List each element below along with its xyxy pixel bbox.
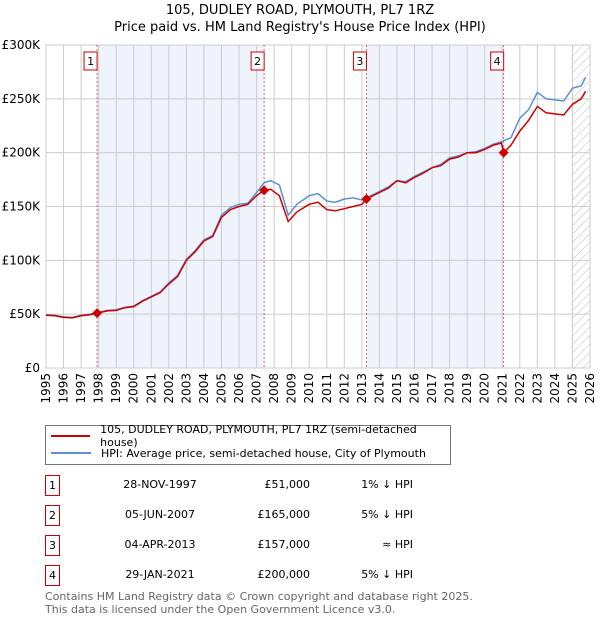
x-tick-label: 2015	[390, 373, 404, 404]
x-tick-label: 1995	[39, 373, 53, 404]
x-tick-label: 2002	[162, 373, 176, 404]
y-tick-label: £50K	[9, 307, 41, 321]
legend-swatch-blue	[51, 452, 91, 454]
x-tick-label: 2021	[495, 373, 509, 404]
y-tick-label: £250K	[2, 92, 42, 106]
x-tick-label: 2012	[337, 373, 351, 404]
sale-date: 05-JUN-2007	[124, 508, 196, 521]
legend-item-property: 105, DUDLEY ROAD, PLYMOUTH, PL7 1RZ (sem…	[51, 423, 450, 449]
x-tick-label: 2011	[320, 373, 334, 404]
sale-point	[361, 193, 372, 204]
legend-label: HPI: Average price, semi-detached house,…	[101, 446, 426, 460]
sale-label: 1	[87, 55, 94, 68]
y-tick-label: £300K	[2, 38, 42, 52]
x-tick-label: 2016	[408, 373, 422, 404]
sale-point	[92, 308, 103, 319]
sale-hpi: ≈ HPI	[382, 538, 413, 551]
sale-date: 28-NOV-1997	[123, 478, 197, 491]
legend-swatch-red	[51, 435, 91, 437]
sale-label-box	[83, 51, 98, 71]
sale-label: 3	[356, 55, 363, 68]
legend-label: 105, DUDLEY ROAD, PLYMOUTH, PL7 1RZ (sem…	[100, 423, 417, 449]
sale-hpi: 5% ↓ HPI	[361, 508, 413, 521]
x-tick-label: 2020	[478, 373, 492, 404]
sale-price: £157,000	[257, 538, 311, 551]
sale-price: £165,000	[257, 508, 311, 521]
x-tick-label: 2025	[565, 373, 579, 404]
x-tick-label: 2014	[372, 373, 386, 404]
sale-price: £51,000	[264, 478, 311, 491]
legend-item-hpi: HPI: Average price, semi-detached house,…	[51, 445, 426, 461]
sale-point	[259, 185, 270, 196]
x-tick-label: 2001	[144, 373, 158, 404]
x-tick-label: 1999	[109, 373, 123, 404]
y-tick-label: £200K	[2, 146, 42, 160]
sale-label: 2	[254, 55, 261, 68]
x-tick-label: 2024	[548, 373, 562, 404]
chart-plot: 1995 1996 1997 1998 1999 2000 2001 2002 2003 2004…	[2, 38, 597, 404]
x-tick-label: 2019	[460, 373, 474, 404]
y-tick-label: £150K	[2, 200, 42, 214]
x-tick-label: 2005	[214, 373, 228, 404]
plot-frame	[45, 44, 591, 369]
table-row: 4 29-JAN-2021 £200,000 5% ↓ HPI	[45, 565, 445, 586]
sale-hpi: 1% ↓ HPI	[361, 478, 413, 491]
footer-licence: This data is licensed under the Open Gov…	[45, 603, 396, 616]
x-tick-label: 1997	[74, 373, 88, 404]
x-tick-label: 2003	[179, 373, 193, 404]
table-row: 3 04-APR-2013 £157,000 ≈ HPI	[45, 535, 445, 556]
legend: 105, DUDLEY ROAD, PLYMOUTH, PL7 1RZ (sem…	[45, 423, 451, 465]
x-tick-label: 1998	[92, 373, 106, 404]
x-tick-label: 2006	[232, 373, 246, 404]
sale-number: 4	[45, 565, 60, 586]
x-tick-label: 2026	[583, 373, 597, 404]
x-tick-label: 2023	[530, 373, 544, 404]
sale-point	[498, 147, 509, 158]
x-tick-label: 2018	[443, 373, 457, 404]
x-tick-label: 2007	[250, 373, 264, 404]
x-tick-label: 2004	[197, 373, 211, 404]
x-tick-label: 2009	[285, 373, 299, 404]
x-tick-label: 2017	[425, 373, 439, 404]
sale-label-box	[490, 51, 505, 71]
table-row: 1 28-NOV-1997 £51,000 1% ↓ HPI	[45, 475, 445, 496]
x-tick-label: 2022	[513, 373, 527, 404]
x-tick-label: 2013	[355, 373, 369, 404]
sale-label-box	[352, 51, 367, 71]
chart-subtitle: Price paid vs. HM Land Registry's House …	[114, 20, 486, 35]
x-tick-label: 2008	[267, 373, 281, 404]
y-tick-label: £0	[25, 361, 40, 375]
sale-price: £200,000	[257, 568, 311, 581]
sale-label: 4	[494, 55, 501, 68]
sale-hpi: 5% ↓ HPI	[361, 568, 413, 581]
sale-number: 1	[45, 475, 60, 496]
sale-date: 04-APR-2013	[124, 538, 196, 551]
sale-date: 29-JAN-2021	[125, 568, 195, 581]
footer-copyright: Contains HM Land Registry data © Crown c…	[45, 590, 473, 603]
sale-number: 2	[45, 505, 60, 526]
table-row: 2 05-JUN-2007 £165,000 5% ↓ HPI	[45, 505, 445, 526]
sale-label-box	[250, 51, 265, 71]
y-tick-label: £100K	[2, 253, 42, 267]
sale-number: 3	[45, 535, 60, 556]
property-price-line	[45, 90, 587, 319]
x-tick-label: 2000	[127, 373, 141, 404]
x-tick-label: 2010	[302, 373, 316, 404]
x-tick-label: 1996	[57, 373, 71, 404]
chart-title: 105, DUDLEY ROAD, PLYMOUTH, PL7 1RZ	[165, 3, 435, 18]
